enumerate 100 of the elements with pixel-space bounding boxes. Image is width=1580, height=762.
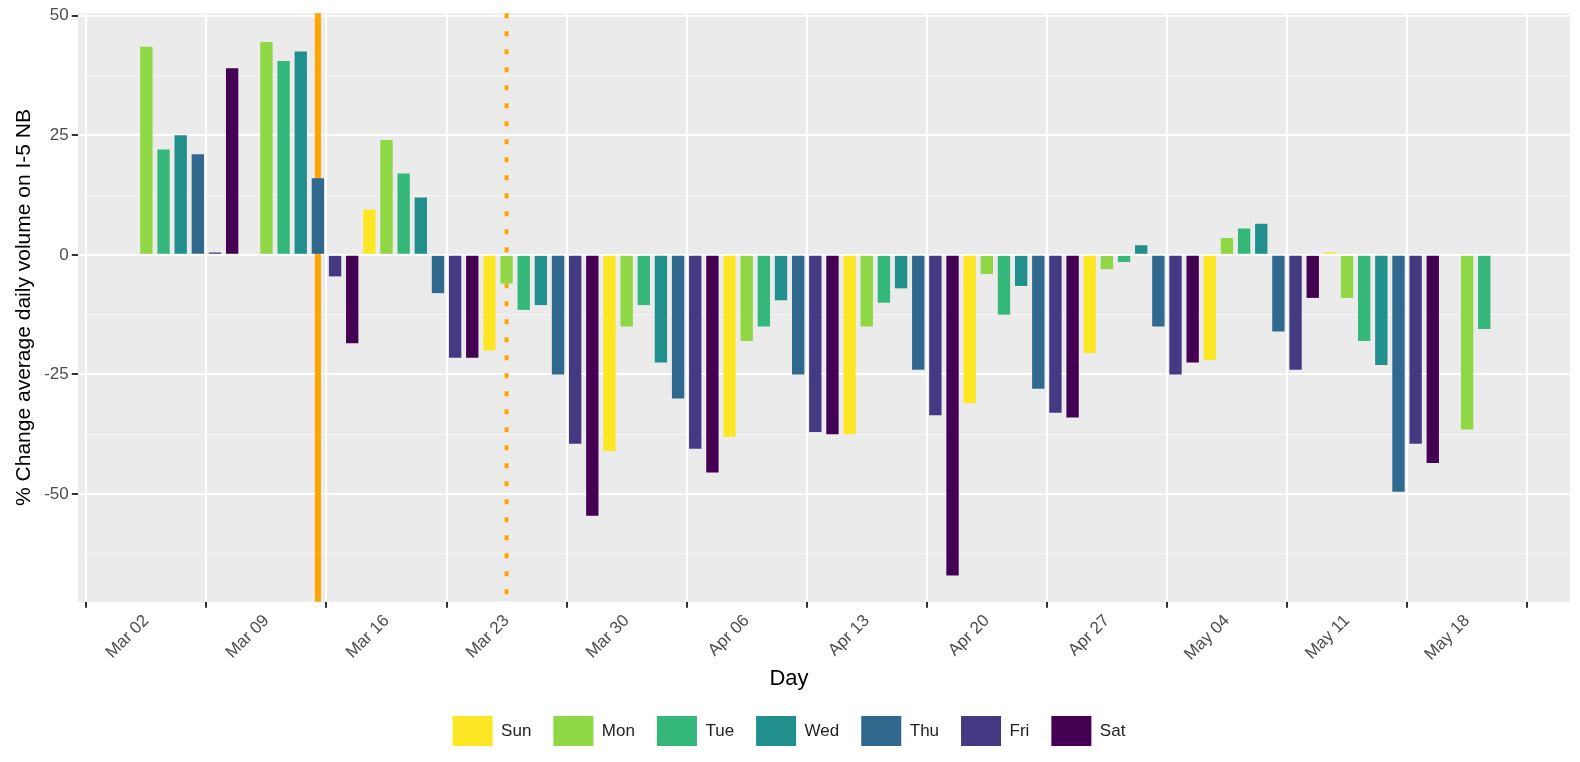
bar (1426, 255, 1439, 463)
bar (826, 255, 839, 435)
bar (1186, 255, 1199, 363)
bar (1237, 228, 1251, 254)
legend-label: Sun (501, 720, 532, 740)
bar (1032, 255, 1045, 389)
bar (1375, 255, 1388, 365)
bar (1306, 255, 1319, 298)
bar (1100, 255, 1114, 270)
bar (448, 255, 462, 358)
bar (517, 255, 530, 310)
bar (1340, 255, 1354, 298)
bar (894, 255, 908, 289)
bar (1014, 255, 1028, 286)
bar (397, 173, 410, 254)
bar (260, 41, 273, 254)
legend-label: Mon (601, 720, 635, 740)
bar (1083, 255, 1096, 353)
bar (997, 255, 1011, 315)
bar (877, 255, 891, 303)
bar (1460, 255, 1474, 430)
bar (1152, 255, 1165, 327)
bar (809, 255, 822, 432)
x-tick-label: Apr 13 (824, 610, 873, 660)
bar (1066, 255, 1079, 418)
bar (225, 68, 239, 254)
bar (774, 255, 788, 301)
bar (723, 255, 736, 437)
bar (637, 255, 650, 306)
bar (191, 154, 205, 254)
bar (791, 255, 805, 375)
bar (534, 255, 548, 306)
x-tick-label: May 04 (1180, 610, 1234, 664)
x-tick-label: Apr 20 (944, 610, 993, 660)
bar (569, 255, 582, 444)
bar (466, 255, 479, 358)
bar (843, 255, 856, 435)
bar (1272, 255, 1285, 332)
bar (174, 135, 187, 254)
legend-label: Fri (1009, 720, 1030, 740)
bar (1203, 255, 1216, 361)
bar (929, 255, 942, 416)
bar (1255, 223, 1268, 254)
bar (757, 255, 771, 327)
bar (311, 178, 325, 254)
bar (603, 255, 616, 452)
bar (551, 255, 565, 375)
bar (1220, 238, 1234, 254)
legend-label: Sat (1099, 720, 1126, 740)
bar (1169, 255, 1182, 375)
x-tick-label: Apr 06 (703, 610, 753, 660)
bar (980, 255, 994, 274)
bar (294, 51, 307, 254)
bar (363, 209, 376, 254)
bar (140, 46, 153, 254)
bar (328, 255, 342, 277)
y-tick-label: 0 (59, 244, 69, 264)
bar (157, 149, 170, 254)
bar (1409, 255, 1422, 444)
y-tick-label: -50 (44, 483, 69, 503)
bar (620, 255, 633, 327)
bar (946, 255, 959, 576)
x-tick-label: Mar 02 (101, 610, 153, 662)
legend-label: Thu (909, 720, 940, 740)
bar (500, 255, 513, 284)
bar (380, 140, 393, 254)
bar (1392, 255, 1405, 492)
bar (1478, 255, 1491, 330)
x-tick-label: Mar 09 (221, 610, 273, 662)
bar (414, 197, 427, 254)
bar (277, 61, 290, 254)
bar (1289, 255, 1302, 370)
x-tick-label: May 11 (1301, 610, 1354, 663)
bar (912, 255, 925, 370)
legend-title: Day (769, 664, 809, 690)
bar (860, 255, 873, 327)
bar (654, 255, 668, 363)
y-tick-label: 50 (49, 5, 69, 25)
bar (346, 255, 359, 344)
y-tick-label: 25 (49, 124, 69, 144)
bar (586, 255, 599, 516)
x-tick-label: May 18 (1420, 610, 1474, 664)
bar (1135, 245, 1148, 254)
bar (689, 255, 702, 449)
bar (671, 255, 685, 399)
x-tick-label: Mar 23 (461, 610, 513, 662)
bar (706, 255, 719, 473)
y-tick-label: -25 (44, 364, 69, 384)
x-tick-label: Apr 27 (1064, 610, 1114, 660)
bar (1358, 255, 1371, 341)
legend-label: Wed (804, 720, 840, 740)
legend-label: Tue (705, 720, 735, 740)
bar (431, 255, 445, 294)
bar (1117, 255, 1131, 263)
x-tick-label: Mar 30 (581, 610, 633, 662)
bar (963, 255, 976, 404)
x-tick-label: Mar 16 (341, 610, 393, 662)
bar (740, 255, 753, 341)
y-axis-title: % Change average daily volume on I-5 NB (11, 109, 35, 506)
bar (483, 255, 496, 351)
